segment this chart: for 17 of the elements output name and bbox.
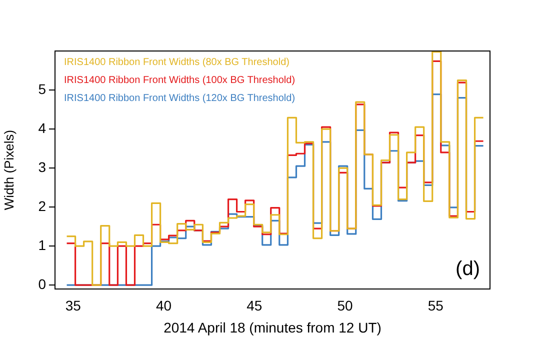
y-tick-label: 2 bbox=[38, 198, 46, 214]
x-tick-label: 40 bbox=[156, 297, 172, 314]
y-axis-title: Width (Pixels) bbox=[1, 130, 16, 210]
text: IRIS1400 Ribbon Front Widths (120x BG Threshold) bbox=[64, 92, 296, 104]
x-axis-title: 2014 April 18 (minutes from 12 UT) bbox=[164, 319, 382, 336]
text: IRIS1400 Ribbon Front Widths (100x BG Threshold) bbox=[64, 74, 296, 86]
text: IRIS1400 Ribbon Front Widths (80x BG Threshold) bbox=[64, 56, 290, 68]
x-tick-label: 50 bbox=[337, 297, 353, 314]
y-tick-label: 4 bbox=[38, 120, 46, 136]
y-tick-label: 5 bbox=[38, 80, 46, 97]
annotation: (d) bbox=[456, 258, 480, 280]
y-tick-label: 0 bbox=[38, 276, 46, 292]
x-tick-label: 35 bbox=[65, 297, 82, 314]
y-tick-label: 1 bbox=[38, 236, 46, 253]
x-tick-label: 55 bbox=[428, 297, 444, 314]
x-tick-label: 45 bbox=[246, 297, 262, 314]
y-tick-label: 3 bbox=[38, 158, 46, 175]
